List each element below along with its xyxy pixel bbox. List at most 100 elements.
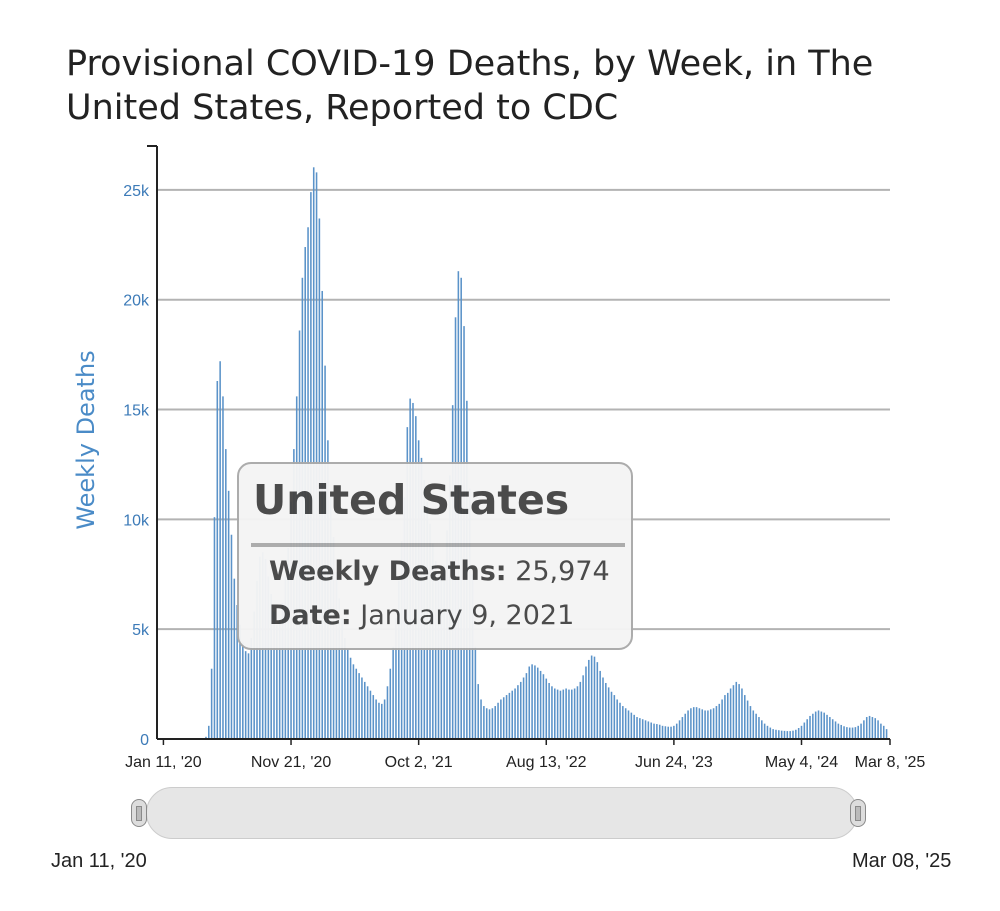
bar[interactable] <box>568 689 570 739</box>
bar[interactable] <box>488 709 491 739</box>
bar[interactable] <box>670 726 672 739</box>
bar[interactable] <box>763 723 766 739</box>
bar[interactable] <box>641 719 644 739</box>
bar[interactable] <box>562 689 565 739</box>
bar[interactable] <box>721 699 723 739</box>
bar[interactable] <box>650 722 652 739</box>
bar[interactable] <box>230 534 233 739</box>
bar-series[interactable] <box>205 167 888 740</box>
bar[interactable] <box>613 695 616 739</box>
bar[interactable] <box>559 690 562 739</box>
bar[interactable] <box>599 670 601 739</box>
bar[interactable] <box>270 594 272 739</box>
bar[interactable] <box>602 677 604 740</box>
bar[interactable] <box>775 729 777 739</box>
bar[interactable] <box>556 689 559 739</box>
bar[interactable] <box>698 708 701 739</box>
bar[interactable] <box>542 674 545 739</box>
bar[interactable] <box>701 709 704 739</box>
bar[interactable] <box>817 710 820 739</box>
bar[interactable] <box>534 665 536 739</box>
bar[interactable] <box>675 723 678 739</box>
bar[interactable] <box>729 688 732 739</box>
bar[interactable] <box>253 611 255 739</box>
bar[interactable] <box>315 172 318 740</box>
bar[interactable] <box>434 561 437 739</box>
bar[interactable] <box>536 667 539 739</box>
bar[interactable] <box>338 598 341 739</box>
bar[interactable] <box>363 681 366 739</box>
bar[interactable] <box>712 708 715 739</box>
bar[interactable] <box>664 726 667 739</box>
bar[interactable] <box>831 719 834 739</box>
bar[interactable] <box>681 717 684 739</box>
bar[interactable] <box>795 729 797 739</box>
bar[interactable] <box>514 688 516 739</box>
bar[interactable] <box>579 681 582 739</box>
bar[interactable] <box>585 666 587 739</box>
bar[interactable] <box>389 668 392 739</box>
bar[interactable] <box>278 620 281 739</box>
bar[interactable] <box>644 720 647 739</box>
bar[interactable] <box>684 713 687 739</box>
bar[interactable] <box>840 724 842 739</box>
bar[interactable] <box>358 673 360 739</box>
bar[interactable] <box>624 708 627 739</box>
bar[interactable] <box>772 729 774 739</box>
bar[interactable] <box>610 691 613 739</box>
bar[interactable] <box>707 710 709 739</box>
bar[interactable] <box>335 572 338 739</box>
bar[interactable] <box>596 662 599 739</box>
bar[interactable] <box>225 449 227 739</box>
bar[interactable] <box>749 706 752 739</box>
bar[interactable] <box>312 167 315 740</box>
bar[interactable] <box>724 695 726 739</box>
bar[interactable] <box>505 695 508 739</box>
bar[interactable] <box>761 720 763 739</box>
bar[interactable] <box>741 688 743 739</box>
bar[interactable] <box>851 727 854 739</box>
bar[interactable] <box>508 692 511 739</box>
bar[interactable] <box>437 572 440 739</box>
bar[interactable] <box>780 730 783 739</box>
bar[interactable] <box>619 702 621 739</box>
bar[interactable] <box>735 681 738 739</box>
bar[interactable] <box>233 578 236 739</box>
bar[interactable] <box>539 670 542 739</box>
bar[interactable] <box>865 717 868 739</box>
bar[interactable] <box>766 725 769 739</box>
bar[interactable] <box>692 707 695 739</box>
bar[interactable] <box>622 706 624 739</box>
bar[interactable] <box>349 657 352 739</box>
bar[interactable] <box>656 724 658 739</box>
bar[interactable] <box>857 725 859 739</box>
bar[interactable] <box>531 664 533 739</box>
bar[interactable] <box>491 708 494 739</box>
bar[interactable] <box>216 381 219 739</box>
bar[interactable] <box>519 681 522 739</box>
bar[interactable] <box>236 605 238 739</box>
bar[interactable] <box>381 703 383 739</box>
bar[interactable] <box>276 624 278 739</box>
bar[interactable] <box>227 490 230 739</box>
bar[interactable] <box>346 648 349 739</box>
bar[interactable] <box>786 731 789 739</box>
range-end-handle[interactable] <box>850 799 866 827</box>
range-selector-track[interactable] <box>146 787 858 839</box>
bar[interactable] <box>372 695 375 739</box>
bar[interactable] <box>661 725 664 739</box>
bar[interactable] <box>744 695 746 739</box>
bar[interactable] <box>812 713 814 739</box>
bar[interactable] <box>837 723 840 739</box>
bar[interactable] <box>273 611 275 739</box>
bar[interactable] <box>885 729 888 739</box>
bar[interactable] <box>219 361 221 739</box>
bar[interactable] <box>823 712 825 739</box>
bar[interactable] <box>545 678 548 739</box>
bar[interactable] <box>443 565 445 739</box>
bar[interactable] <box>792 730 794 739</box>
bar[interactable] <box>673 725 675 739</box>
bar[interactable] <box>582 675 584 739</box>
bar[interactable] <box>607 687 610 739</box>
bar[interactable] <box>647 721 650 739</box>
